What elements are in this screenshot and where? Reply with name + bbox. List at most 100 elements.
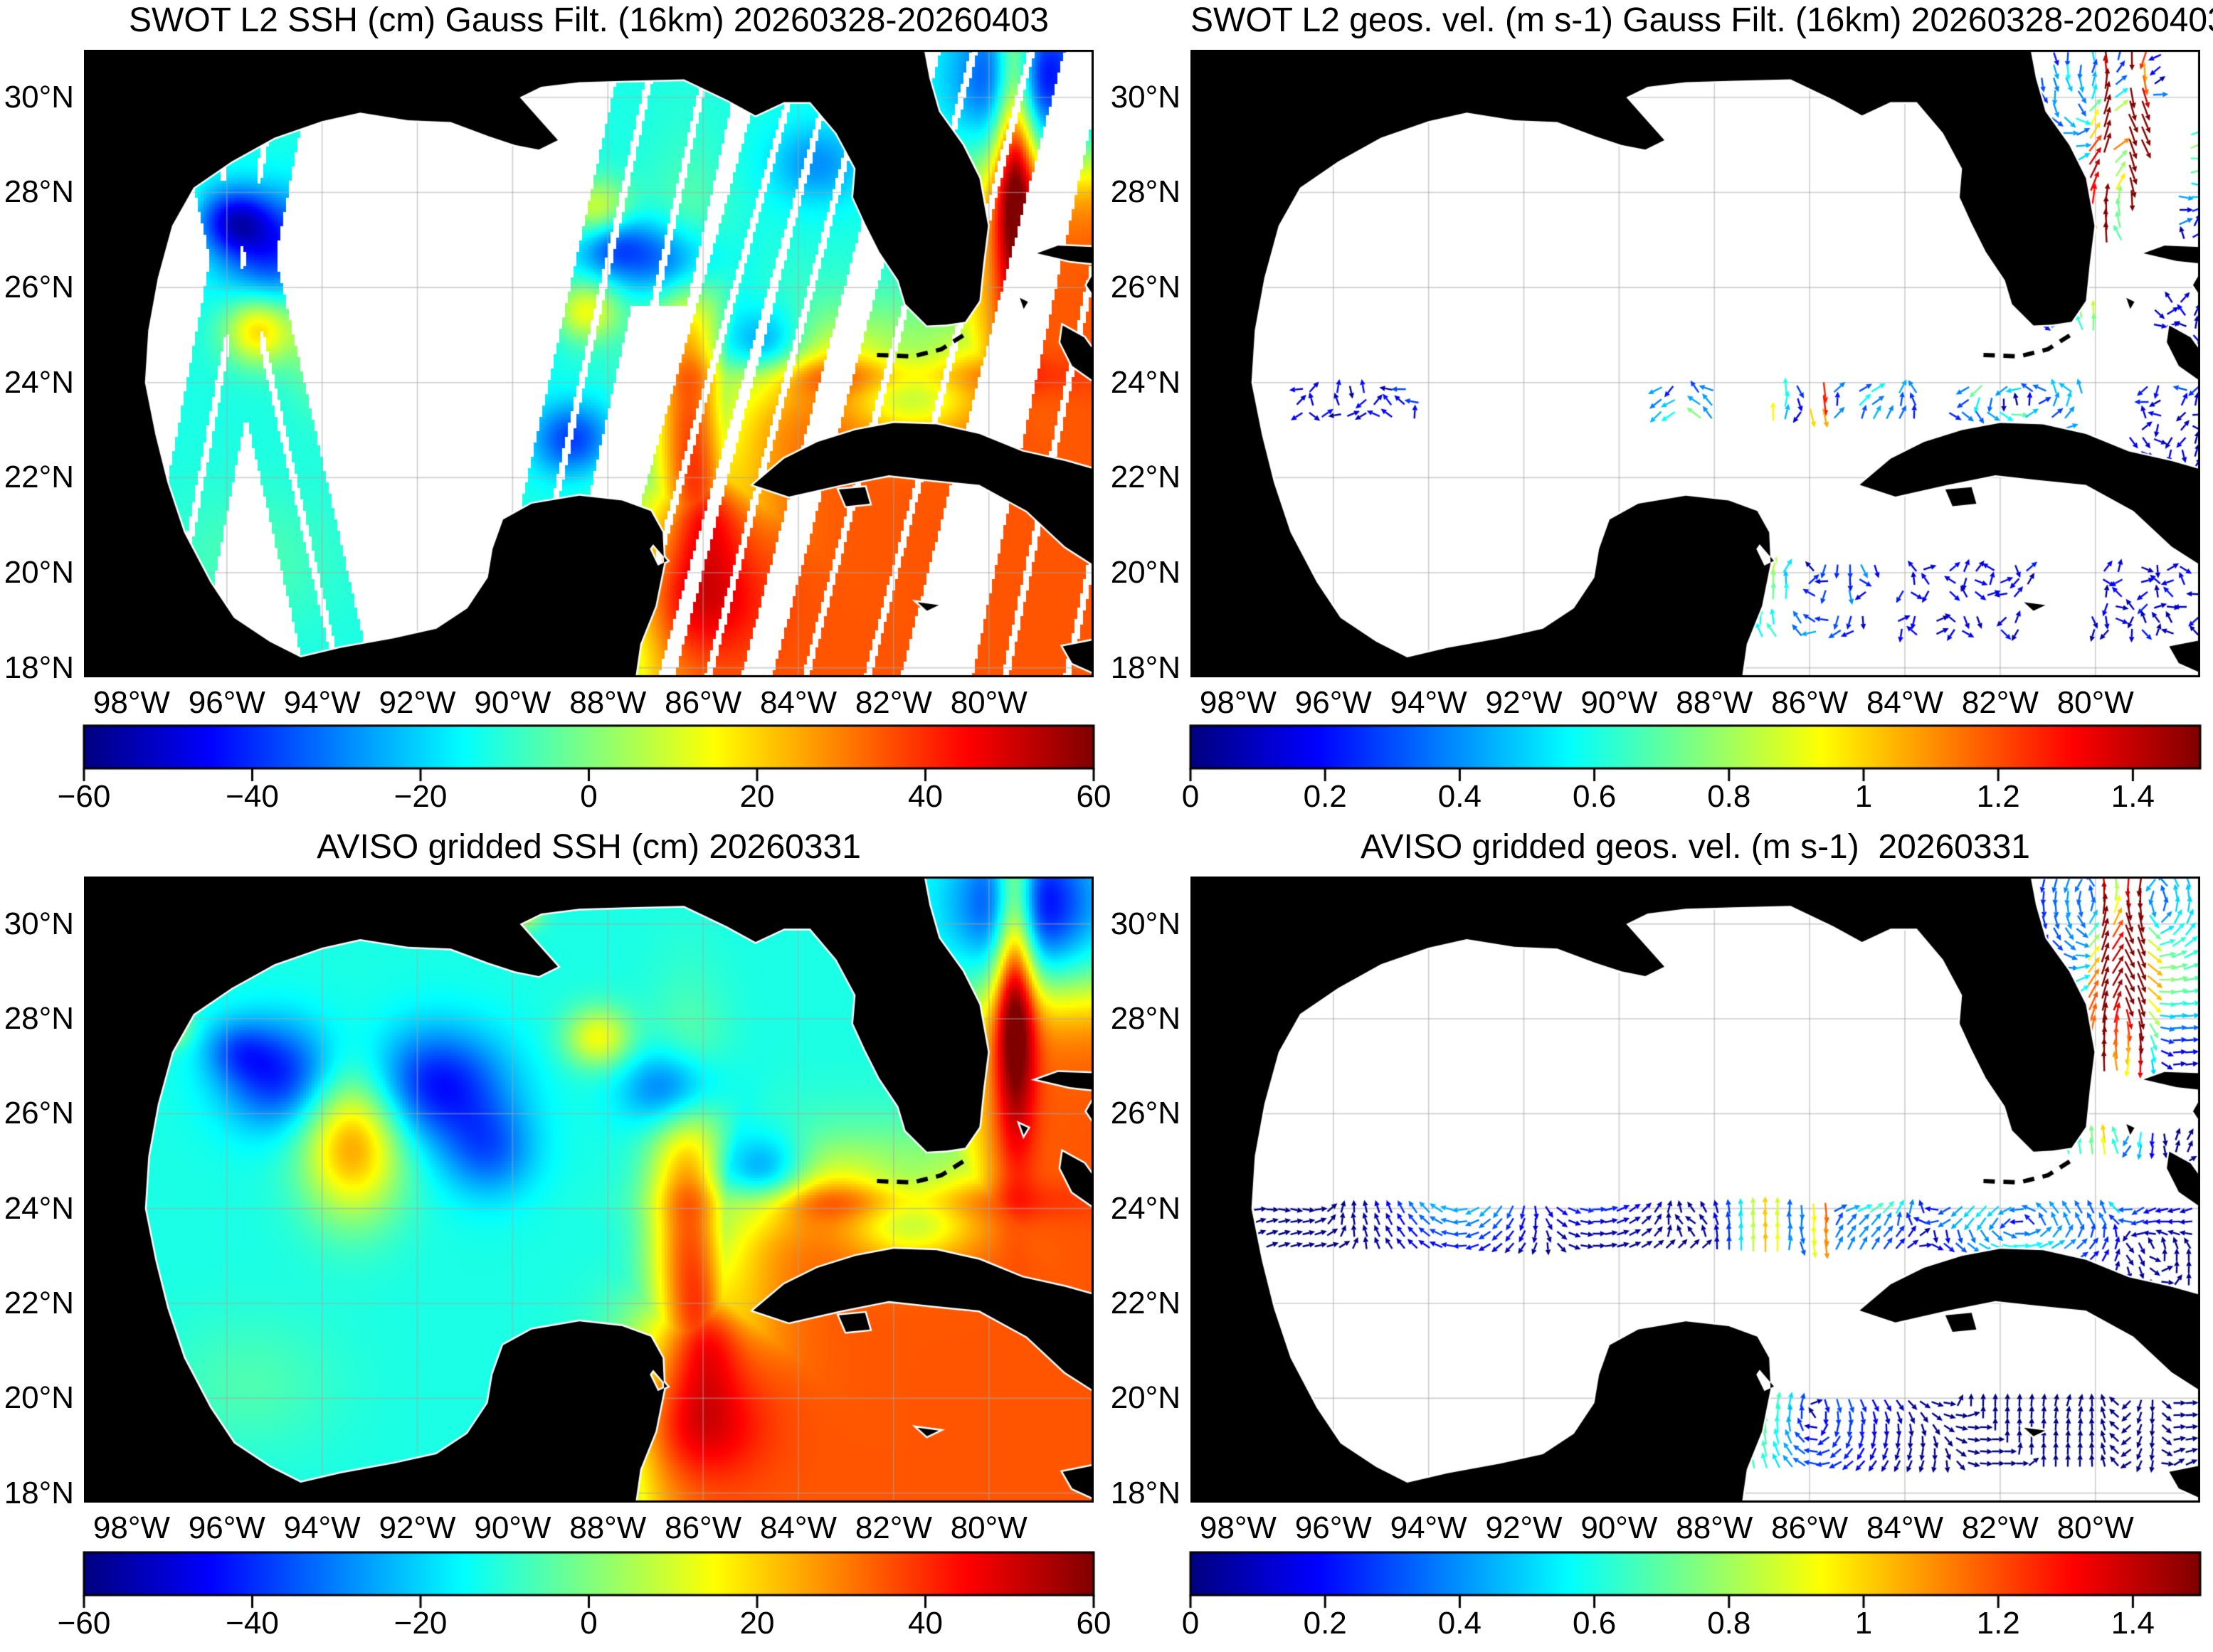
y-tick-label: 30°N: [1110, 79, 1181, 115]
x-tick-label: 98°W: [93, 685, 170, 720]
x-tick-label: 96°W: [188, 1510, 265, 1545]
x-tick-label: 94°W: [283, 1510, 361, 1545]
x-tick-label: 84°W: [1866, 685, 1944, 720]
colorbar-tick-label: −60: [57, 1606, 111, 1641]
x-tick-label: 96°W: [1294, 685, 1372, 720]
y-tick-label: 18°N: [1110, 650, 1181, 685]
x-tick-label: 84°W: [1866, 1510, 1944, 1545]
y-tick-label: 24°N: [1110, 1190, 1181, 1226]
colorbar-tick-label: 0: [580, 779, 598, 814]
aviso-ssh-map-canvas: [84, 877, 1094, 1503]
x-tick-label: 98°W: [1199, 1510, 1277, 1545]
colorbar-tick-label: 20: [739, 1606, 775, 1641]
y-tick-label: 22°N: [4, 1286, 74, 1320]
y-tick-label: 18°N: [4, 1475, 74, 1510]
y-tick-label: 28°N: [1110, 174, 1181, 210]
swot-vel-map-canvas: [1190, 50, 2200, 677]
colorbar-tick-label: 1.2: [1976, 1606, 2020, 1641]
colorbar-tick-label: 40: [908, 1606, 943, 1641]
colorbar-tick-label: 1.2: [1976, 779, 2020, 814]
x-tick-label: 94°W: [1390, 1510, 1467, 1545]
y-tick-label: 26°N: [1110, 270, 1181, 305]
x-tick-label: 82°W: [855, 1510, 932, 1545]
y-tick-label: 24°N: [1110, 364, 1181, 400]
colorbar-tick-label: 1.4: [2111, 779, 2155, 814]
x-tick-label: 88°W: [1676, 1510, 1753, 1545]
aviso-vel-map-canvas: [1190, 877, 2200, 1503]
y-tick-label: 20°N: [4, 555, 74, 590]
colorbar-tick-label: 0: [580, 1606, 598, 1641]
x-tick-label: 94°W: [1390, 685, 1467, 720]
x-tick-label: 90°W: [474, 1510, 551, 1545]
panel-title-swot-ssh: SWOT L2 SSH (cm) Gauss Filt. (16km) 2026…: [129, 1, 1049, 39]
x-tick-label: 90°W: [474, 685, 551, 720]
x-tick-label: 86°W: [665, 685, 742, 720]
colorbar-tick-label: 0.6: [1573, 779, 1617, 814]
vel-colorbar-canvas-2: [1188, 1551, 2202, 1614]
x-tick-label: 92°W: [379, 1510, 456, 1545]
colorbar-tick-label: −60: [57, 779, 111, 814]
x-tick-label: 84°W: [759, 685, 838, 720]
colorbar-tick-label: 40: [908, 779, 943, 814]
y-tick-label: 28°N: [4, 1001, 74, 1036]
colorbar-tick-label: 0.2: [1303, 1606, 1347, 1641]
x-tick-label: 80°W: [2056, 685, 2134, 720]
x-tick-label: 98°W: [93, 1510, 170, 1545]
panel-title-swot-vel: SWOT L2 geos. vel. (m s-1) Gauss Filt. (…: [1190, 1, 2213, 39]
colorbar-tick-label: 1: [1854, 779, 1873, 814]
panel-title-aviso-ssh: AVISO gridded SSH (cm) 20260331: [317, 828, 861, 866]
ssh-colorbar-canvas-2: [82, 1551, 1096, 1614]
y-tick-label: 26°N: [4, 1096, 74, 1131]
swot-ssh-map-canvas: [84, 50, 1094, 677]
x-tick-label: 94°W: [283, 685, 361, 720]
x-tick-label: 90°W: [1580, 685, 1658, 720]
x-tick-label: 86°W: [665, 1510, 742, 1545]
colorbar-tick-label: −20: [394, 779, 448, 814]
colorbar-tick-label: 20: [739, 779, 775, 814]
y-tick-label: 28°N: [4, 174, 74, 210]
y-tick-label: 30°N: [4, 79, 74, 115]
x-tick-label: 92°W: [1485, 685, 1563, 720]
y-tick-label: 20°N: [1110, 1380, 1181, 1416]
y-tick-label: 18°N: [1110, 1475, 1181, 1510]
x-tick-label: 88°W: [569, 1510, 647, 1545]
y-tick-label: 24°N: [4, 364, 74, 400]
y-tick-label: 30°N: [4, 906, 74, 941]
panel-title-aviso-vel: AVISO gridded geos. vel. (m s-1) 2026033…: [1361, 828, 2030, 866]
x-tick-label: 80°W: [950, 685, 1028, 720]
x-tick-label: 82°W: [1961, 685, 2039, 720]
x-tick-label: 88°W: [569, 685, 647, 720]
y-tick-label: 28°N: [1110, 1001, 1181, 1036]
y-tick-label: 20°N: [1110, 555, 1181, 590]
colorbar-tick-label: 60: [1076, 1606, 1111, 1641]
y-tick-label: 26°N: [4, 270, 74, 305]
x-tick-label: 86°W: [1771, 1510, 1849, 1545]
colorbar-tick-label: 1: [1854, 1606, 1873, 1641]
x-tick-label: 80°W: [2056, 1510, 2134, 1545]
y-tick-label: 24°N: [4, 1190, 74, 1226]
x-tick-label: 82°W: [855, 685, 932, 720]
x-tick-label: 92°W: [379, 685, 456, 720]
y-tick-label: 30°N: [1110, 906, 1181, 941]
y-tick-label: 22°N: [1110, 460, 1181, 495]
x-tick-label: 90°W: [1580, 1510, 1658, 1545]
colorbar-tick-label: 0.4: [1437, 1606, 1482, 1641]
colorbar-tick-label: 0.2: [1303, 779, 1347, 814]
colorbar-tick-label: −20: [394, 1606, 448, 1641]
y-tick-label: 22°N: [4, 460, 74, 495]
x-tick-label: 82°W: [1961, 1510, 2039, 1545]
y-tick-label: 20°N: [4, 1380, 74, 1416]
vel-colorbar-canvas: [1188, 724, 2202, 787]
x-tick-label: 96°W: [188, 685, 265, 720]
colorbar-tick-label: 0.4: [1437, 779, 1482, 814]
colorbar-tick-label: 1.4: [2111, 1606, 2155, 1641]
y-tick-label: 22°N: [1110, 1286, 1181, 1320]
colorbar-tick-label: 0.8: [1707, 1606, 1751, 1641]
colorbar-tick-label: 0.8: [1707, 779, 1751, 814]
colorbar-tick-label: 60: [1076, 779, 1111, 814]
colorbar-tick-label: 0: [1181, 1606, 1200, 1641]
x-tick-label: 80°W: [950, 1510, 1028, 1545]
colorbar-tick-label: −40: [226, 1606, 279, 1641]
x-tick-label: 96°W: [1294, 1510, 1372, 1545]
